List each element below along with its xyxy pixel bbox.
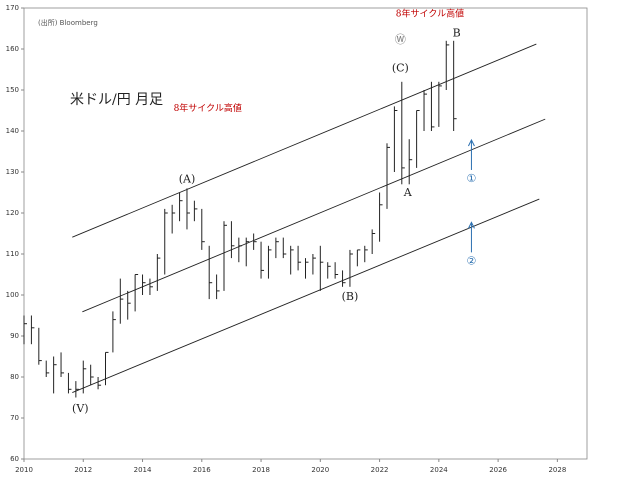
- source: (出所) Bloomberg: [38, 18, 98, 27]
- annotation: (V): [72, 402, 89, 415]
- annotation: 8年サイクル高値: [396, 8, 464, 20]
- channel-line: [82, 118, 546, 313]
- x-tick-label: 2020: [311, 466, 329, 474]
- y-tick-label: 150: [6, 86, 19, 94]
- annotation: A: [403, 186, 413, 199]
- arrow-head: [467, 221, 475, 229]
- y-tick-label: 120: [6, 209, 19, 217]
- annotation: ①: [466, 172, 476, 185]
- annotation: ②: [466, 254, 476, 267]
- x-tick-label: 2014: [134, 466, 152, 474]
- annotation: B: [453, 26, 461, 39]
- x-tick-label: 2016: [193, 466, 211, 474]
- x-tick-label: 2026: [489, 466, 507, 474]
- plot-frame: [23, 7, 588, 460]
- y-tick-label: 130: [6, 168, 19, 176]
- x-tick-label: 2028: [548, 466, 566, 474]
- x-tick-label: 2012: [74, 466, 92, 474]
- annotation: (B): [342, 290, 359, 303]
- arrow-head: [467, 138, 475, 147]
- x-tick-label: 2024: [430, 466, 448, 474]
- y-tick-label: 170: [6, 4, 19, 12]
- x-tick-label: 2022: [371, 466, 389, 474]
- y-tick-label: 160: [6, 45, 19, 53]
- x-tick-label: 2010: [15, 466, 33, 474]
- channel-line: [72, 43, 537, 238]
- annotation: Ⓦ: [395, 33, 406, 46]
- annotation: (C): [392, 61, 409, 74]
- y-tick-label: 100: [6, 291, 19, 299]
- annotation: (A): [179, 172, 196, 185]
- y-tick-label: 140: [6, 127, 19, 135]
- y-tick-label: 110: [6, 250, 19, 258]
- channel-line: [72, 198, 540, 393]
- y-tick-label: 60: [10, 455, 19, 463]
- chart-title: 米ドル/円 月足: [70, 92, 163, 108]
- y-tick-label: 90: [10, 332, 19, 340]
- annotation: 8年サイクル高値: [174, 102, 242, 114]
- x-tick-label: 2018: [252, 466, 270, 474]
- y-tick-label: 70: [10, 414, 19, 422]
- y-tick-label: 80: [10, 373, 19, 381]
